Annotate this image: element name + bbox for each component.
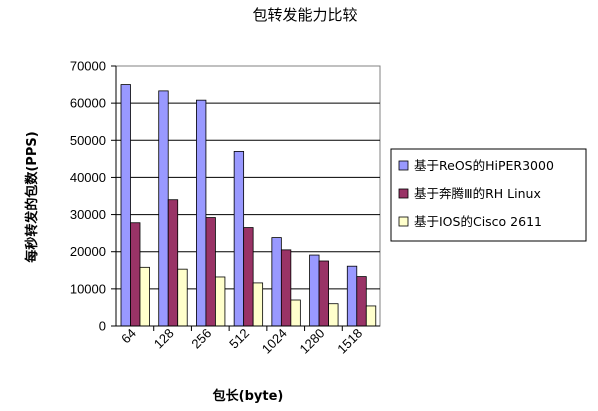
x-tick-label: 256: [188, 326, 214, 352]
axes: [115, 66, 380, 331]
legend-label: 基于奔腾Ⅲ的RH Linux: [414, 186, 541, 201]
x-tick-labels: 64 128 256 512 1024 1280 1518: [118, 326, 365, 357]
bar-1-512: [233, 151, 245, 327]
bar-3-256: [215, 276, 226, 327]
y-tick-label: 30000: [70, 207, 106, 222]
bar-3-1280: [328, 303, 339, 327]
legend-label: 基于IOS的Cisco 2611: [414, 214, 542, 229]
y-tick-label: 10000: [70, 281, 106, 296]
bar-1-64: [120, 84, 131, 327]
y-tick-label: 40000: [70, 170, 106, 185]
bar-2-1024: [280, 249, 292, 327]
bar-1-128: [158, 90, 169, 327]
x-tick-label: 1280: [296, 326, 327, 357]
bar-3-1518: [365, 305, 377, 327]
bar-1-1280: [309, 254, 320, 327]
bar-3-128: [177, 268, 188, 327]
legend-label: 基于ReOS的HiPER3000: [414, 158, 554, 173]
x-tick-label: 1024: [259, 326, 290, 357]
bar-2-512: [243, 227, 254, 327]
legend-swatch: [398, 216, 409, 227]
y-tick-label: 60000: [70, 96, 106, 111]
legend-swatch: [398, 188, 409, 199]
x-tick-label: 1518: [334, 326, 365, 357]
bar-3-512: [252, 282, 264, 327]
y-tick-label: 20000: [70, 244, 106, 259]
legend-box: [390, 148, 587, 242]
bar-2-1518: [356, 276, 367, 327]
x-tick-label: 64: [118, 326, 139, 347]
bar-3-1024: [290, 299, 301, 327]
bar-2-64: [130, 222, 141, 327]
bar-2-256: [205, 217, 216, 327]
bar-2-128: [167, 199, 179, 327]
y-tick-label: 50000: [70, 133, 106, 148]
legend-swatch: [398, 160, 409, 171]
y-tick-labels: 0 10000 20000 30000 40000 50000 60000 70000: [70, 59, 106, 334]
bar-2-1280: [318, 260, 329, 327]
y-tick-label: 70000: [70, 59, 106, 74]
x-tick-label: 512: [226, 326, 252, 352]
legend: 基于ReOS的HiPER3000 基于奔腾Ⅲ的RH Linux 基于IOS的Cisc…: [390, 148, 587, 242]
bar-1-1024: [271, 237, 282, 327]
bars: [120, 84, 377, 327]
x-tick-label: 128: [151, 326, 177, 352]
bar-3-64: [139, 266, 150, 327]
y-axis-label: 每秒转发的包数(PPS): [24, 131, 40, 262]
chart-title: 包转发能力比较: [252, 6, 357, 24]
bar-1-1518: [346, 265, 358, 327]
y-tick-label: 0: [99, 319, 106, 334]
x-axis-label: 包长(byte): [213, 388, 284, 404]
bar-1-256: [196, 99, 207, 327]
